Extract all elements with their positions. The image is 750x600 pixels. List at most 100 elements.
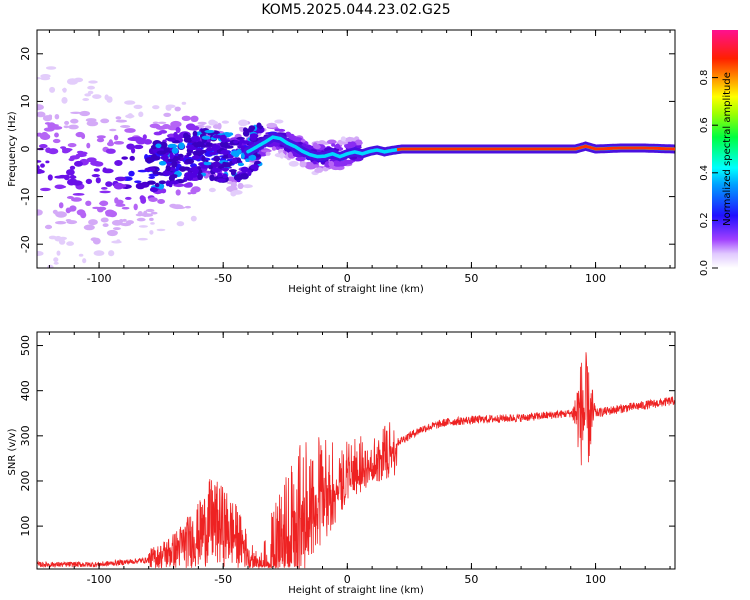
heatmap-blob [271, 146, 277, 151]
heatmap-blob [79, 110, 91, 117]
spectrogram-ytick-label: -20 [19, 235, 32, 253]
heatmap-blob [95, 177, 101, 184]
heatmap-blob [138, 111, 144, 118]
heatmap-blob [96, 137, 105, 143]
heatmap-blob [52, 138, 61, 144]
heatmap-blob [237, 145, 245, 149]
heatmap-blob [109, 128, 117, 132]
heatmap-blob [166, 137, 176, 142]
snr-ticks: -100 -50 0 50 100 100 200 300 400 500 [19, 332, 675, 586]
heatmap-blob [93, 161, 104, 167]
heatmap-blob [47, 174, 53, 181]
heatmap-blob [190, 115, 199, 123]
colorbar-tick-label: 0.6 [699, 117, 710, 133]
heatmap-blob [118, 184, 127, 188]
heatmap-blob [134, 180, 142, 184]
heatmap-blob [53, 261, 59, 265]
heatmap-blob [99, 190, 111, 194]
heatmap-blob [54, 235, 62, 242]
heatmap-blob [168, 133, 174, 139]
heatmap-blob [101, 187, 108, 190]
heatmap-blob [113, 227, 121, 231]
heatmap-blob [204, 125, 212, 129]
colorbar-tick-label: 0.4 [699, 165, 710, 181]
heatmap-blob [332, 160, 344, 167]
heatmap-blob [150, 211, 158, 215]
heatmap-blob [155, 143, 162, 149]
heatmap-blob [105, 148, 116, 154]
spectrogram-xtick-label: 0 [344, 272, 351, 285]
heatmap-blob [250, 164, 259, 170]
colorbar-label: Normalized spectral amplitude [722, 72, 733, 226]
heatmap-blob [203, 162, 211, 166]
colorbar-ticks: 0.0 0.2 0.4 0.6 0.8 [699, 70, 718, 276]
heatmap-blob [154, 182, 160, 188]
heatmap-blob [86, 157, 97, 163]
heatmap-blob [162, 124, 171, 129]
colorbar-gradient [712, 30, 738, 268]
snr-ytick-label: 200 [19, 470, 32, 491]
spectrogram-ylabel: Frequency (Hz) [7, 111, 18, 187]
heatmap-blob [111, 219, 123, 226]
snr-ytick-label: 100 [19, 516, 32, 537]
heatmap-blob [331, 143, 336, 147]
heatmap-blob [230, 169, 236, 176]
heatmap-blob [47, 124, 60, 127]
heatmap-blob [356, 145, 362, 149]
colorbar-tick-label: 0.0 [699, 260, 710, 276]
spectrogram-xtick-label: 100 [585, 272, 606, 285]
heatmap-blob [70, 111, 82, 115]
heatmap-blob [222, 173, 228, 179]
heatmap-blob [181, 101, 187, 105]
heatmap-blob [240, 152, 245, 160]
heatmap-blob [148, 176, 155, 179]
snr-ytick-label: 400 [19, 380, 32, 401]
heatmap-blob [150, 222, 155, 225]
heatmap-blob [75, 153, 87, 158]
heatmap-blob [64, 120, 70, 125]
heatmap-blob [158, 130, 168, 134]
heatmap-blob [219, 134, 227, 141]
heatmap-blob [82, 98, 90, 101]
heatmap-blob [163, 147, 170, 153]
heatmap-blob [164, 171, 173, 176]
heatmap-blob [212, 124, 221, 129]
heatmap-blob [288, 160, 299, 167]
heatmap-blob [87, 85, 95, 90]
heatmap-ridge-peak [396, 144, 675, 152]
heatmap-blob [57, 185, 67, 189]
heatmap-blob [61, 97, 68, 104]
heatmap-blob [157, 199, 166, 204]
spectrogram-ytick-label: -10 [19, 188, 32, 206]
heatmap-blob [163, 112, 172, 117]
heatmap-blob [201, 155, 206, 162]
heatmap-blob [133, 203, 138, 211]
heatmap-blob [208, 120, 219, 126]
heatmap-blob [62, 88, 67, 92]
chart-title: KOM5.2025.044.23.02.G25 [261, 2, 450, 18]
heatmap-blob [171, 147, 179, 154]
heatmap-blob [184, 158, 195, 165]
heatmap-blob [231, 157, 238, 164]
heatmap-blob [115, 203, 126, 207]
heatmap-blob [274, 128, 281, 132]
heatmap-blob [152, 121, 159, 124]
heatmap-blob [136, 217, 146, 222]
heatmap-blob [220, 149, 230, 155]
heatmap-blob [243, 127, 248, 133]
heatmap-blob [58, 202, 64, 209]
heatmap-blob [83, 224, 95, 231]
heatmap-blob [149, 217, 154, 221]
heatmap-blob [63, 125, 70, 129]
heatmap-blob [44, 224, 53, 230]
heatmap-blob [85, 178, 93, 185]
heatmap-blob [100, 118, 110, 124]
heatmap-blob [37, 165, 40, 170]
heatmap-blob [149, 187, 158, 193]
heatmap-blob [45, 66, 57, 70]
heatmap-blob [72, 197, 82, 201]
heatmap-blob [178, 142, 185, 150]
heatmap-blob [128, 170, 135, 177]
